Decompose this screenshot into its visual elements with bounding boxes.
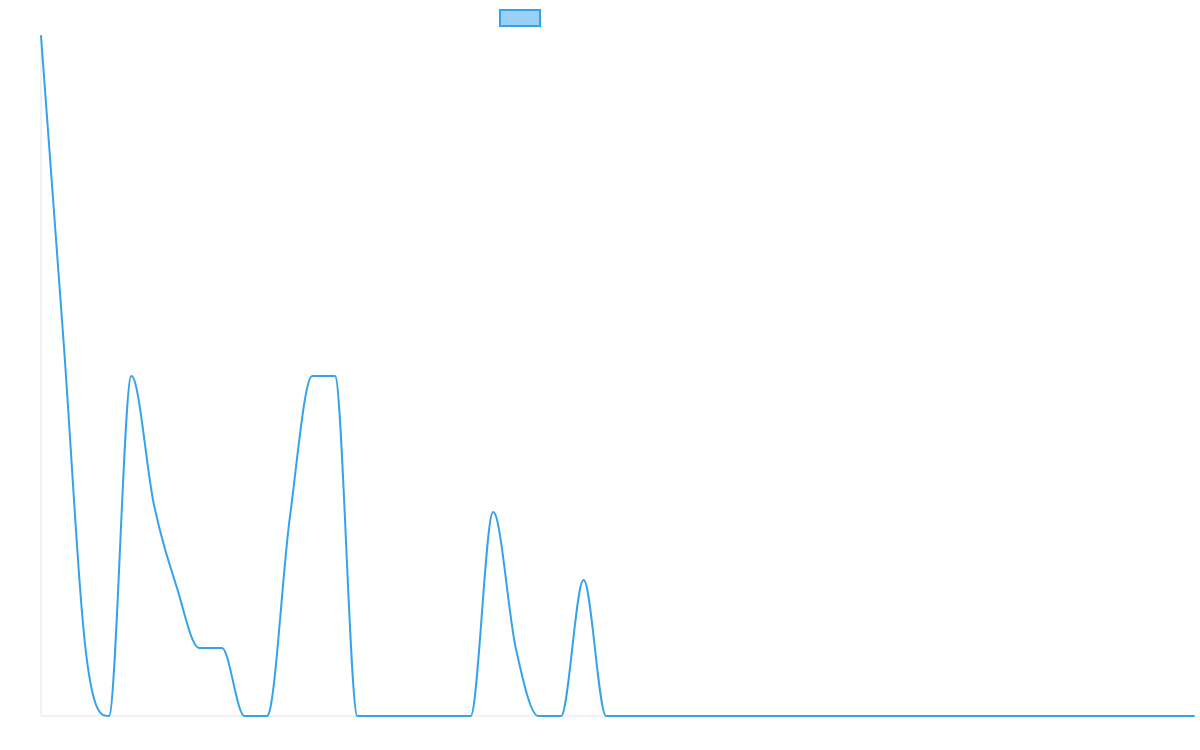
legend-swatch-0[interactable] <box>499 9 541 27</box>
series-layer <box>40 35 1195 717</box>
legend[interactable] <box>499 9 541 27</box>
series-line-0 <box>40 35 1195 717</box>
